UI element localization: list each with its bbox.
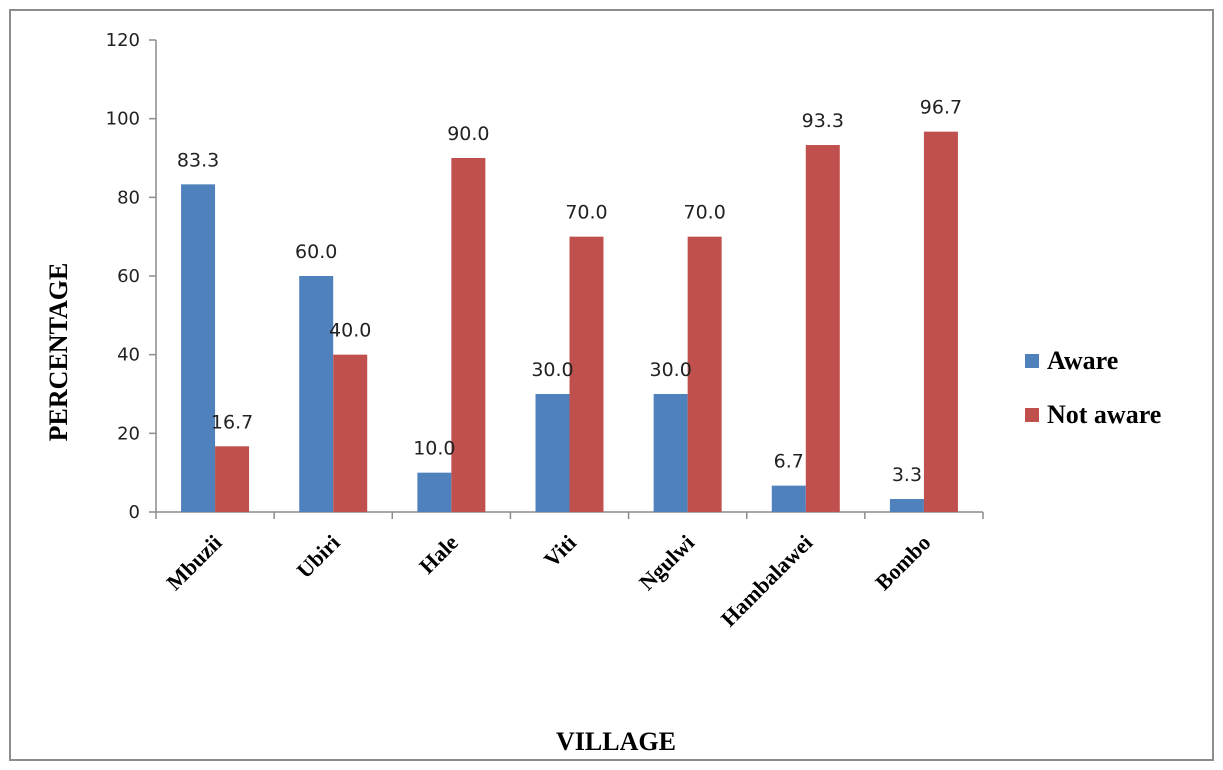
legend: Aware Not aware xyxy=(1025,346,1161,429)
bar-aware xyxy=(299,276,334,512)
bar-not-aware xyxy=(923,131,958,512)
data-label: 70.0 xyxy=(565,202,607,224)
bar-aware xyxy=(653,394,688,512)
data-label: 93.3 xyxy=(802,110,844,132)
y-tick-label: 0 xyxy=(129,502,140,523)
data-label: 83.3 xyxy=(177,149,219,171)
y-tick-label: 100 xyxy=(106,109,140,130)
y-axis-title: PERCENTAGE xyxy=(44,263,73,442)
y-tick-label: 60 xyxy=(117,266,140,287)
data-label: 30.0 xyxy=(531,359,573,381)
category-label: Hale xyxy=(414,530,463,579)
bar-aware xyxy=(417,472,452,512)
bar-aware xyxy=(181,184,216,512)
data-label: 3.3 xyxy=(892,464,922,486)
data-label: 90.0 xyxy=(447,123,489,145)
data-label: 96.7 xyxy=(920,97,962,119)
bar-not-aware xyxy=(215,446,250,512)
bar-not-aware xyxy=(333,354,368,512)
x-axis-title: VILLAGE xyxy=(556,727,676,756)
data-label: 70.0 xyxy=(683,202,725,224)
x-axis xyxy=(155,511,984,519)
y-axis: 0 20 40 60 80 100 120 xyxy=(106,30,157,523)
category-labels: Mbuzii Ubiri Hale Viti Ngulwi Hambalawei Bombo xyxy=(161,530,935,632)
bars xyxy=(181,131,958,512)
category-label: Mbuzii xyxy=(161,530,226,595)
bar-not-aware xyxy=(687,236,722,512)
data-label: 60.0 xyxy=(295,241,337,263)
y-tick-label: 120 xyxy=(106,30,140,51)
bar-not-aware xyxy=(451,158,486,512)
bar-aware xyxy=(889,499,924,512)
bar-not-aware xyxy=(569,236,604,512)
y-tick-label: 80 xyxy=(117,187,140,208)
category-label: Hambalawei xyxy=(716,530,818,632)
bar-not-aware xyxy=(805,145,840,512)
data-label: 6.7 xyxy=(774,451,804,473)
bar-aware xyxy=(771,485,806,512)
legend-swatch-not-aware xyxy=(1025,408,1039,422)
data-label: 16.7 xyxy=(211,411,253,433)
category-label: Ubiri xyxy=(292,530,345,583)
y-tick-label: 20 xyxy=(117,423,140,444)
bar-aware xyxy=(535,394,570,512)
legend-swatch-aware xyxy=(1025,354,1039,368)
data-labels: 83.3 16.7 60.0 40.0 10.0 90.0 30.0 70.0 30.0 70.0… xyxy=(177,97,962,486)
category-label: Ngulwi xyxy=(634,530,699,595)
data-label: 40.0 xyxy=(329,320,371,342)
data-label: 10.0 xyxy=(413,438,455,460)
category-label: Viti xyxy=(539,530,581,572)
y-tick-label: 40 xyxy=(117,345,140,366)
legend-label: Not aware xyxy=(1047,400,1161,429)
data-label: 30.0 xyxy=(649,359,691,381)
category-label: Bombo xyxy=(870,530,935,595)
legend-label: Aware xyxy=(1047,346,1118,375)
